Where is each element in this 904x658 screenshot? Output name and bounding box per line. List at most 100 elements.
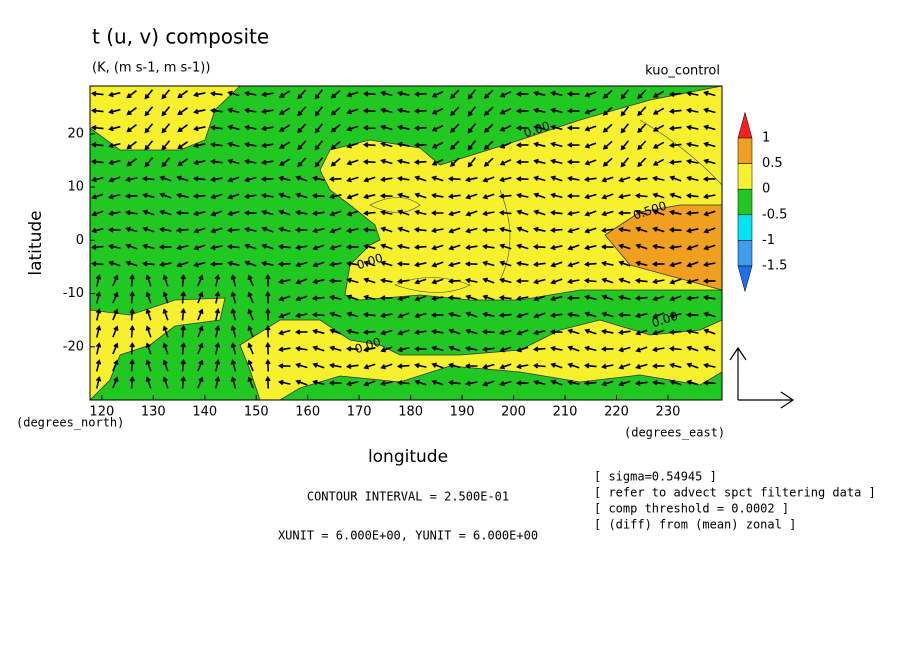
wind-vector <box>209 124 223 131</box>
wind-vector <box>467 140 477 151</box>
wind-vector <box>652 329 665 336</box>
wind-vector <box>380 346 393 353</box>
wind-vector <box>465 345 478 352</box>
reference-arrow-u <box>738 391 795 409</box>
wind-vector <box>108 243 121 250</box>
wind-vector <box>533 329 546 336</box>
contour-line <box>394 277 471 293</box>
wind-vector <box>141 260 155 267</box>
wind-vector <box>346 260 359 267</box>
wind-vector <box>108 210 121 217</box>
wind-vector <box>210 244 223 251</box>
wind-vector <box>244 158 257 165</box>
wind-vector <box>467 157 477 168</box>
wind-vector <box>162 291 169 304</box>
wind-vector <box>431 107 444 115</box>
wind-vector <box>247 376 254 389</box>
wind-vector <box>159 209 172 216</box>
wind-vector <box>685 312 699 318</box>
wind-vector <box>601 380 614 387</box>
wind-vector <box>244 226 257 233</box>
wind-vector <box>635 329 648 336</box>
wind-vector <box>312 175 325 182</box>
wind-vector <box>125 226 138 233</box>
wind-vector <box>312 261 325 268</box>
wind-vector <box>260 176 274 182</box>
wind-vector <box>362 91 376 97</box>
wind-vector <box>363 260 376 267</box>
wind-vector <box>499 243 512 250</box>
wind-vector <box>227 210 240 217</box>
wind-vector <box>314 140 324 151</box>
wind-vector <box>329 345 342 352</box>
wind-vector <box>362 329 376 335</box>
wind-vector <box>277 261 291 267</box>
wind-vector <box>635 363 648 370</box>
wind-vector <box>90 141 104 148</box>
contour-line <box>639 119 723 186</box>
wind-vector <box>652 158 665 166</box>
wind-vector <box>668 159 682 166</box>
wind-vector <box>312 362 325 369</box>
wind-vector <box>620 140 630 151</box>
wind-vector <box>209 107 223 114</box>
wind-vector <box>601 193 614 200</box>
wind-vector <box>703 362 716 369</box>
wind-vector <box>431 278 444 285</box>
wind-vector <box>129 290 135 304</box>
wind-vector <box>583 261 597 267</box>
wind-vector <box>533 158 546 165</box>
wind-vector <box>413 226 427 233</box>
wind-vector <box>431 295 444 302</box>
wind-vector <box>499 363 512 370</box>
wind-vector <box>278 226 291 233</box>
wind-vector <box>126 158 137 167</box>
wind-vector <box>567 311 580 318</box>
wind-vector <box>414 278 427 285</box>
x-tick-label: 200 <box>501 405 526 420</box>
wind-vector <box>668 244 682 251</box>
wind-vector <box>295 244 308 251</box>
wind-vector <box>261 159 274 166</box>
wind-vector <box>414 295 427 302</box>
wind-vector <box>230 274 237 287</box>
wind-vector <box>652 124 665 132</box>
wind-vector <box>162 274 169 287</box>
wind-vector <box>193 91 206 98</box>
wind-vector <box>533 379 546 386</box>
wind-vector <box>95 325 102 338</box>
wind-vector <box>431 345 444 352</box>
wind-vector <box>566 142 580 148</box>
wind-vector <box>244 90 257 97</box>
wind-vector <box>124 193 138 199</box>
wind-vector <box>126 141 137 150</box>
wind-vector <box>125 176 138 183</box>
wind-vector <box>620 123 630 134</box>
wind-vector <box>620 89 630 100</box>
wind-vector <box>567 227 580 234</box>
wind-vector <box>129 375 135 389</box>
wind-vector <box>397 312 410 319</box>
wind-vector <box>516 312 529 319</box>
wind-vector <box>550 158 563 165</box>
wind-vector <box>193 261 206 268</box>
x-tick-label: 150 <box>244 405 269 420</box>
wind-vector <box>584 193 597 200</box>
wind-vector <box>499 124 512 132</box>
x-tick-label: 160 <box>295 405 320 420</box>
wind-vector <box>703 261 716 268</box>
note: [ sigma=0.54945 ] <box>594 470 717 484</box>
wind-vector <box>244 260 257 267</box>
wind-vector <box>278 346 291 353</box>
wind-vector <box>533 107 546 114</box>
wind-vector <box>363 243 376 250</box>
wind-vector <box>112 291 119 304</box>
reference-arrow-v <box>729 346 747 400</box>
wind-vector <box>230 325 237 338</box>
wind-vector <box>278 379 291 386</box>
x-tick-label: 230 <box>656 405 681 420</box>
wind-vector <box>515 380 529 386</box>
wind-vector <box>396 278 410 285</box>
wind-vector <box>145 291 152 304</box>
wind-vector <box>227 90 240 97</box>
